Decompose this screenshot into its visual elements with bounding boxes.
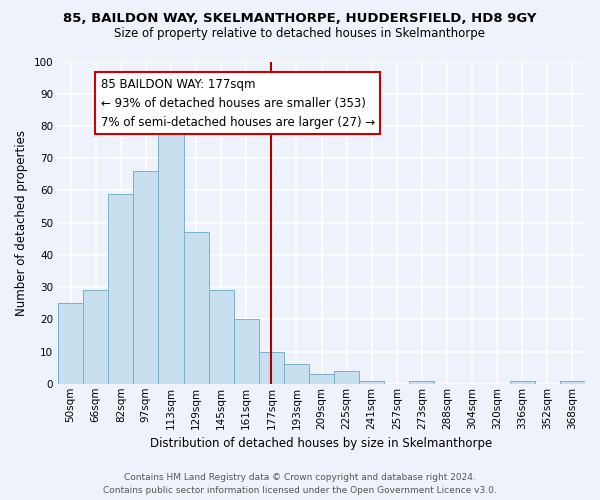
X-axis label: Distribution of detached houses by size in Skelmanthorpe: Distribution of detached houses by size … [151, 437, 493, 450]
Bar [158, 126, 184, 384]
Bar [309, 374, 334, 384]
Bar [510, 380, 535, 384]
Bar [560, 380, 585, 384]
Bar [209, 290, 233, 384]
Y-axis label: Number of detached properties: Number of detached properties [15, 130, 28, 316]
Bar [259, 352, 284, 384]
Bar [334, 371, 359, 384]
Text: 85 BAILDON WAY: 177sqm
← 93% of detached houses are smaller (353)
7% of semi-det: 85 BAILDON WAY: 177sqm ← 93% of detached… [101, 78, 375, 128]
Bar [184, 232, 209, 384]
Bar [284, 364, 309, 384]
Bar [359, 380, 384, 384]
Text: 85, BAILDON WAY, SKELMANTHORPE, HUDDERSFIELD, HD8 9GY: 85, BAILDON WAY, SKELMANTHORPE, HUDDERSF… [63, 12, 537, 26]
Bar [409, 380, 434, 384]
Text: Contains HM Land Registry data © Crown copyright and database right 2024.
Contai: Contains HM Land Registry data © Crown c… [103, 474, 497, 495]
Text: Size of property relative to detached houses in Skelmanthorpe: Size of property relative to detached ho… [115, 28, 485, 40]
Bar [83, 290, 108, 384]
Bar [58, 303, 83, 384]
Bar [108, 194, 133, 384]
Bar [233, 320, 259, 384]
Bar [133, 171, 158, 384]
